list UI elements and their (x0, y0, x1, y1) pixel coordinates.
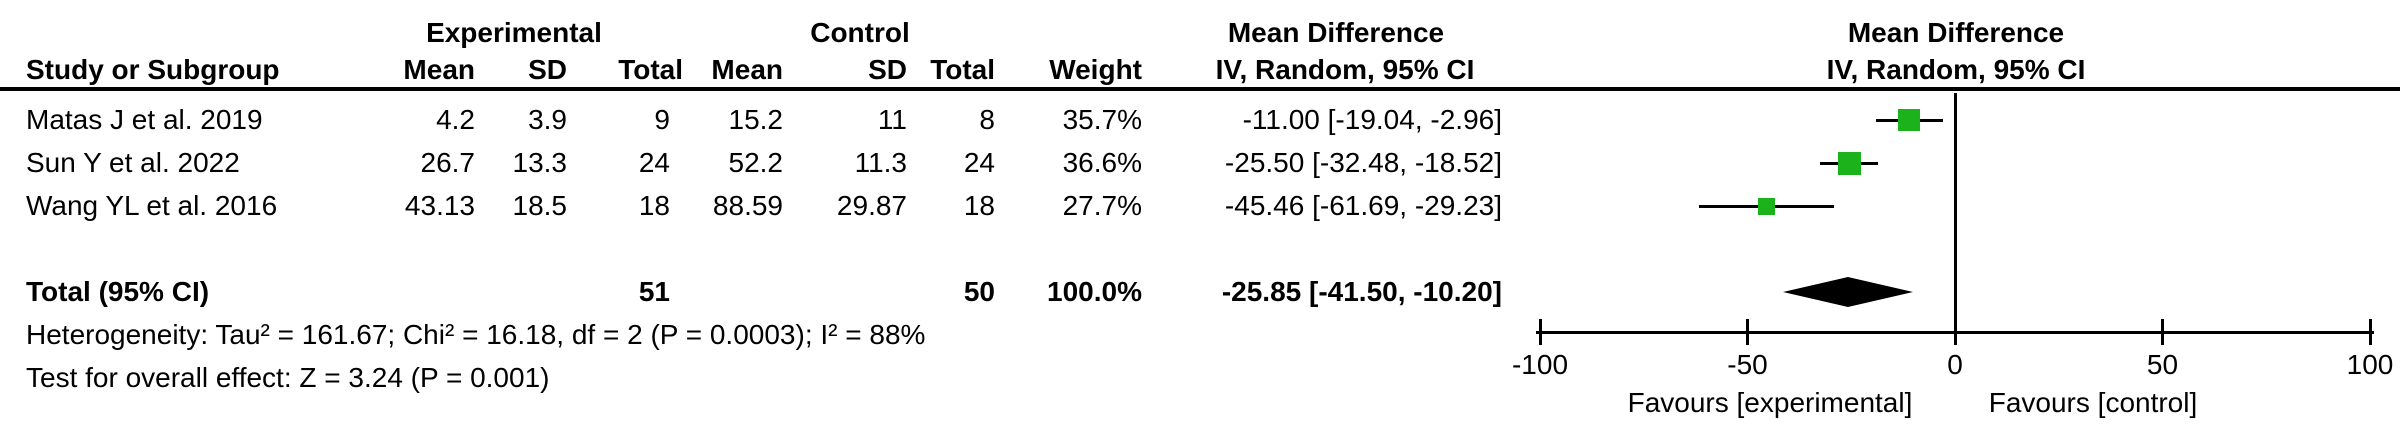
x-axis-tick (1953, 319, 1957, 345)
total-exp-total-cell: 51 (638, 276, 670, 307)
ctl-total-cell: 18 (963, 190, 995, 221)
ctl-mean-cell: 88.59 (712, 190, 783, 221)
exp-sd-cell: 3.9 (528, 104, 567, 135)
study-marker (1837, 151, 1861, 175)
ctl-mean-cell: 52.2 (728, 147, 784, 178)
overall-effect-note: Test for overall effect: Z = 3.24 (P = 0… (26, 362, 550, 393)
pooled-diamond (1782, 277, 1913, 307)
study-name: Matas J et al. 2019 (26, 104, 263, 135)
total-weight-cell: 100.0% (1047, 276, 1142, 307)
ctl-total-cell: 24 (963, 147, 995, 178)
ctl-sd-cell: 11.3 (854, 147, 907, 178)
column-header-study: Study or Subgroup (26, 54, 280, 85)
x-axis-tick-label: -50 (1727, 349, 1768, 380)
x-axis-tick (2368, 319, 2372, 345)
x-axis-tick (2161, 319, 2164, 345)
mean-difference-heading-left: Mean Difference (1227, 17, 1445, 48)
total-label: Total (95% CI) (26, 276, 210, 307)
column-header-ctl-mean: Mean (711, 54, 783, 85)
study-marker (1898, 109, 1921, 131)
header-rule (0, 87, 2400, 91)
exp-sd-cell: 18.5 (512, 190, 568, 221)
ctl-mean-cell: 15.2 (728, 104, 784, 135)
weight-cell: 35.7% (1062, 104, 1142, 135)
column-header-exp-mean: Mean (403, 54, 475, 85)
x-axis-tick (1538, 319, 1542, 345)
zero-line (1953, 93, 1957, 334)
favours-right-label: Favours [control] (1988, 387, 2198, 418)
ctl-sd-cell: 29.87 (836, 190, 907, 221)
weight-cell: 27.7% (1062, 190, 1142, 221)
x-axis-tick-label: 100 (2346, 349, 2394, 380)
study-marker (1757, 197, 1775, 215)
column-header-ci-left: IV, Random, 95% CI (1215, 54, 1475, 85)
x-axis-tick-label: -100 (1511, 349, 1569, 380)
exp-mean-cell: 43.13 (404, 190, 475, 221)
column-group-control: Control (810, 17, 910, 48)
column-header-ci-right: IV, Random, 95% CI (1826, 54, 2086, 85)
column-header-weight: Weight (1049, 54, 1142, 85)
exp-total-cell: 24 (638, 147, 670, 178)
exp-sd-cell: 13.3 (512, 147, 568, 178)
ctl-sd-cell: 11 (877, 104, 907, 135)
exp-total-cell: 9 (654, 104, 670, 135)
study-name: Sun Y et al. 2022 (26, 147, 240, 178)
heterogeneity-note: Heterogeneity: Tau² = 161.67; Chi² = 16.… (26, 319, 926, 350)
weight-cell: 36.6% (1062, 147, 1142, 178)
ci-cell: -45.46 [-61.69, -29.23] (1224, 190, 1502, 221)
column-header-exp-sd: SD (528, 54, 567, 85)
mean-difference-heading-right: Mean Difference (1847, 17, 2065, 48)
ci-cell: -25.50 [-32.48, -18.52] (1224, 147, 1502, 178)
exp-mean-cell: 26.7 (420, 147, 476, 178)
ci-cell: -11.00 [-19.04, -2.96] (1242, 104, 1502, 135)
total-ctl-total-cell: 50 (963, 276, 995, 307)
x-axis-tick-label: 50 (2146, 349, 2179, 380)
ctl-total-cell: 8 (979, 104, 995, 135)
x-axis-tick-label: 0 (1947, 349, 1963, 380)
exp-total-cell: 18 (638, 190, 670, 221)
favours-left-label: Favours [experimental] (1627, 387, 1913, 418)
column-header-ctl-total: Total (930, 54, 995, 85)
x-axis-tick (1746, 319, 1749, 345)
column-header-ctl-sd: SD (868, 54, 907, 85)
column-group-experimental: Experimental (426, 17, 602, 48)
study-name: Wang YL et al. 2016 (26, 190, 278, 221)
column-header-exp-total: Total (618, 54, 683, 85)
exp-mean-cell: 4.2 (436, 104, 475, 135)
total-ci-cell: -25.85 [-41.50, -10.20] (1221, 276, 1502, 307)
